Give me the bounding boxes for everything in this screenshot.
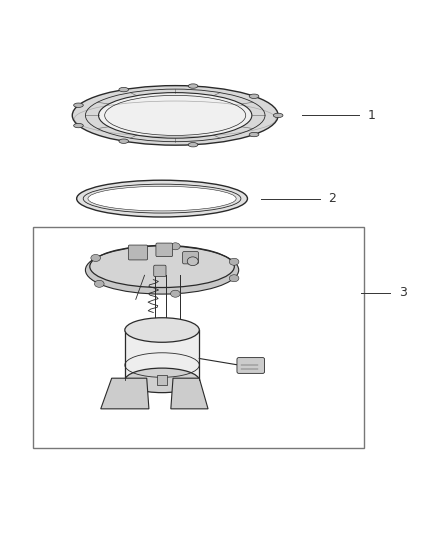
Text: 3: 3 xyxy=(399,286,406,300)
Ellipse shape xyxy=(170,290,180,297)
FancyBboxPatch shape xyxy=(128,245,148,260)
Ellipse shape xyxy=(249,132,259,137)
Polygon shape xyxy=(171,378,208,409)
Ellipse shape xyxy=(91,254,100,262)
Ellipse shape xyxy=(125,318,199,342)
FancyBboxPatch shape xyxy=(156,243,173,257)
Ellipse shape xyxy=(74,103,83,107)
Ellipse shape xyxy=(74,123,83,128)
FancyBboxPatch shape xyxy=(183,252,198,264)
Ellipse shape xyxy=(273,113,283,118)
Ellipse shape xyxy=(95,280,104,287)
Ellipse shape xyxy=(85,246,239,294)
FancyBboxPatch shape xyxy=(154,265,166,277)
Ellipse shape xyxy=(188,84,198,88)
FancyBboxPatch shape xyxy=(237,358,265,374)
Ellipse shape xyxy=(125,368,199,393)
Ellipse shape xyxy=(77,180,247,217)
Ellipse shape xyxy=(170,243,180,250)
Ellipse shape xyxy=(188,142,198,147)
Bar xyxy=(33,227,364,448)
Polygon shape xyxy=(101,378,149,409)
Ellipse shape xyxy=(249,94,259,99)
Ellipse shape xyxy=(90,246,234,287)
Ellipse shape xyxy=(229,259,239,265)
Ellipse shape xyxy=(72,86,278,145)
Ellipse shape xyxy=(229,274,239,282)
Ellipse shape xyxy=(119,87,129,92)
Ellipse shape xyxy=(99,93,252,138)
Text: 2: 2 xyxy=(328,192,336,205)
Text: 1: 1 xyxy=(368,109,376,122)
Ellipse shape xyxy=(88,187,236,211)
Ellipse shape xyxy=(187,257,198,265)
Ellipse shape xyxy=(119,139,128,143)
FancyBboxPatch shape xyxy=(157,375,167,385)
